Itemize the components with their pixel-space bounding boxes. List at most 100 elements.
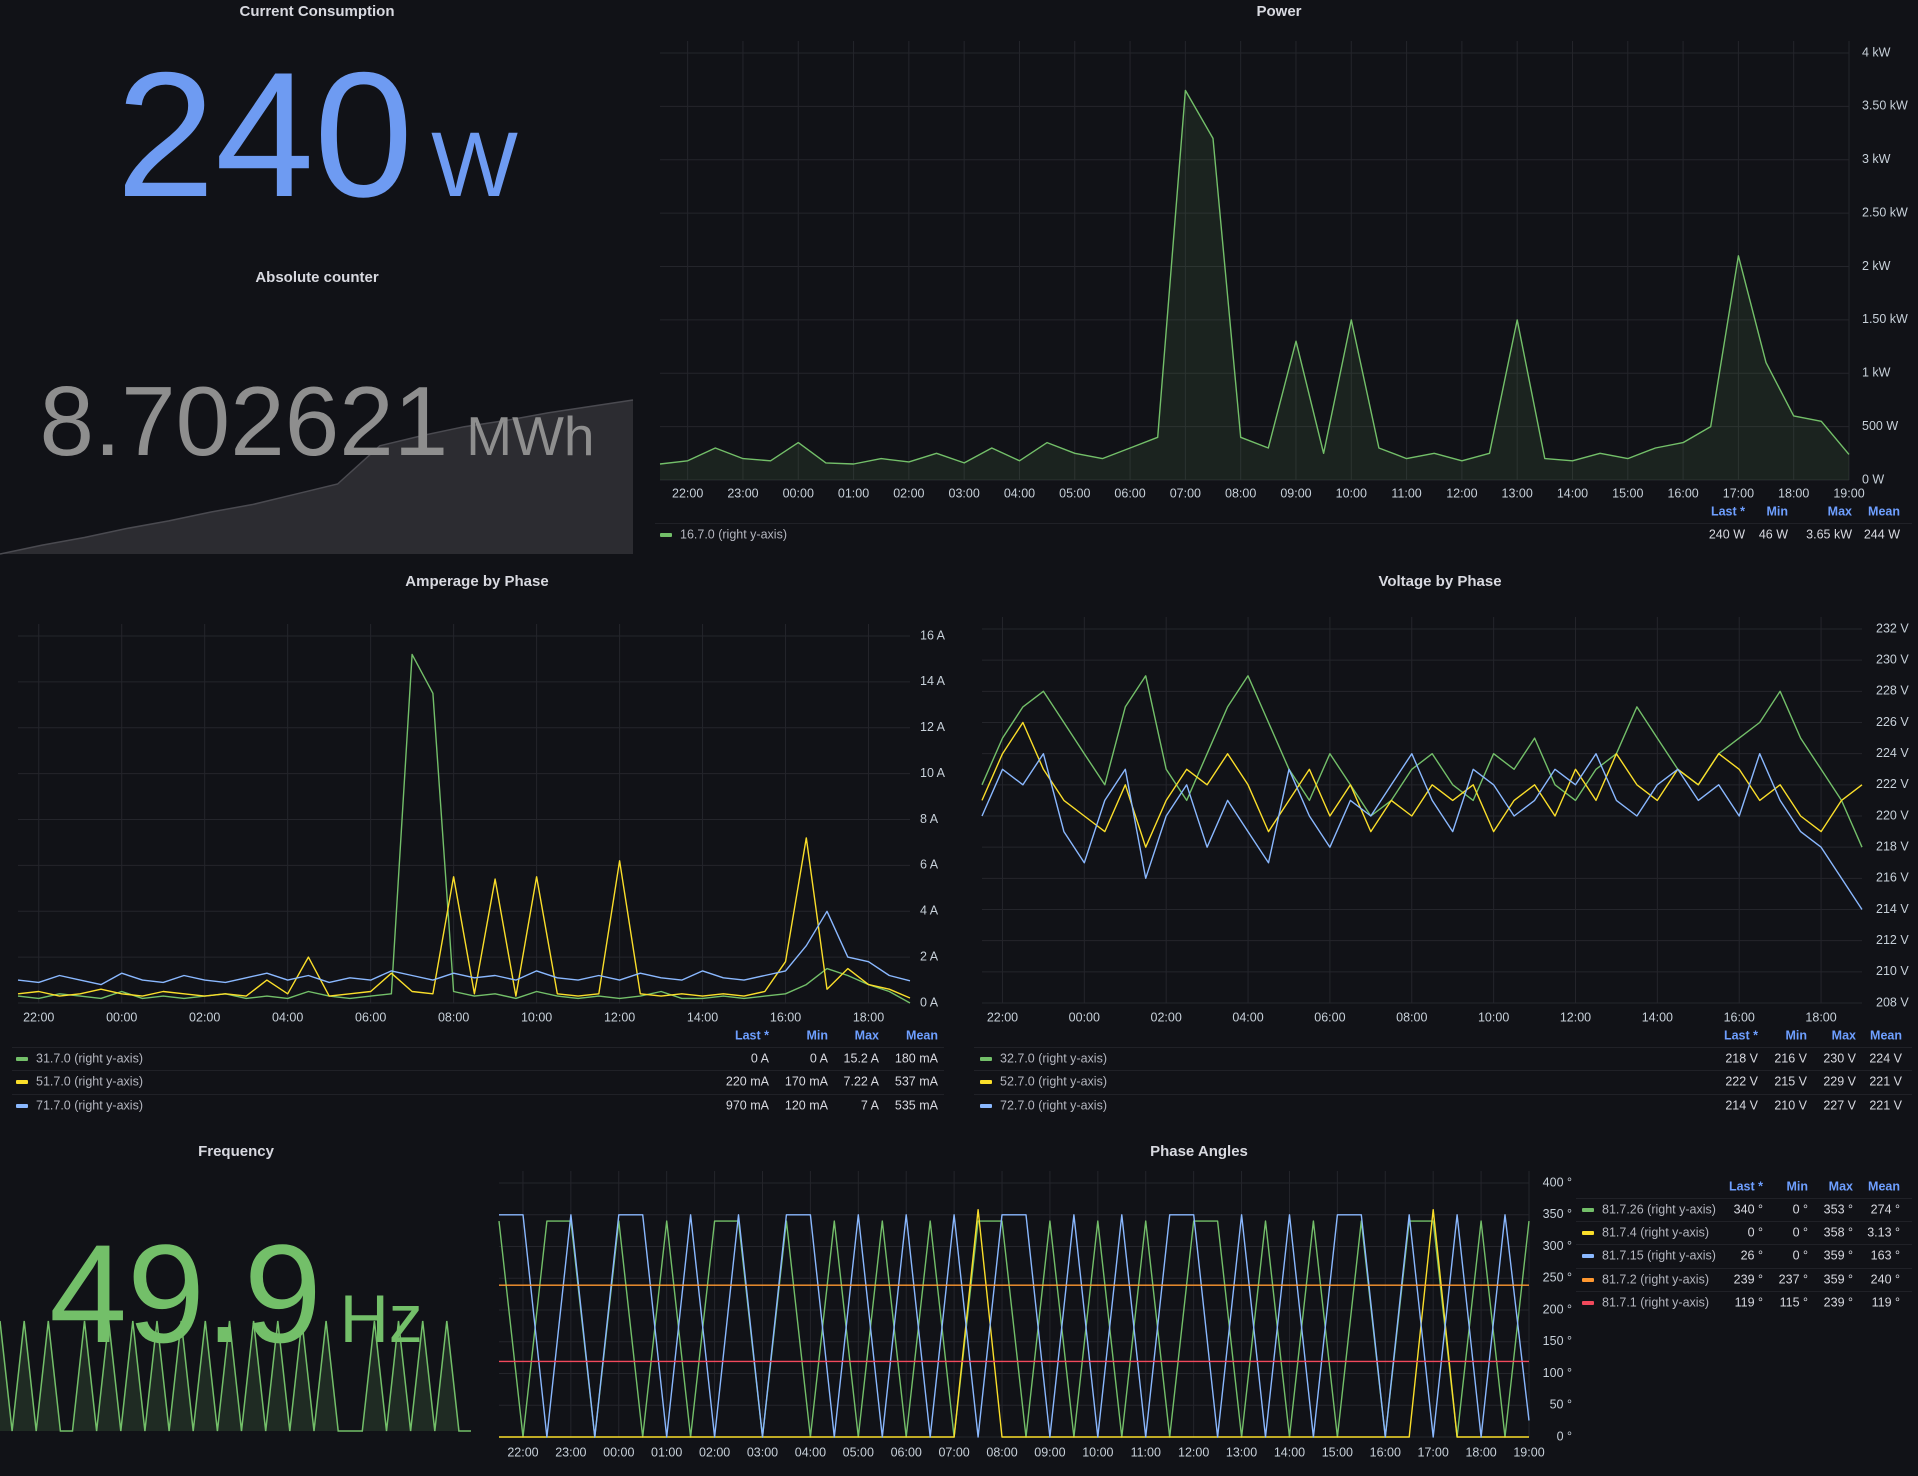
legend-header: Max: [1828, 504, 1852, 518]
legend-header: Min: [1785, 1028, 1807, 1042]
series-area: [660, 90, 1849, 481]
legend-swatch: [16, 1080, 28, 1084]
x-tick-label: 06:00: [891, 1445, 922, 1459]
legend-stat: 218 V: [1725, 1051, 1758, 1065]
legend-swatch: [16, 1104, 28, 1108]
y-tick-label: 4 A: [920, 904, 939, 918]
stat-unit: Hz: [340, 1281, 423, 1357]
stat-value: 49.9 Hz: [49, 1215, 423, 1372]
legend-stat: 274 °: [1871, 1202, 1900, 1216]
x-tick-label: 08:00: [986, 1445, 1017, 1459]
y-tick-label: 220 V: [1876, 808, 1909, 822]
series-line: [17, 837, 911, 999]
stat-value: 240 W: [116, 35, 518, 234]
legend-stat: 222 V: [1725, 1074, 1758, 1088]
legend-swatch: [1582, 1301, 1594, 1305]
legend-stat: 0 °: [1748, 1225, 1763, 1239]
x-tick-label: 02:00: [189, 1010, 220, 1024]
x-tick-label: 04:00: [1232, 1010, 1263, 1024]
legend-stat: 244 W: [1864, 527, 1900, 541]
legend-stat: 163 °: [1871, 1248, 1900, 1262]
x-tick-label: 02:00: [699, 1445, 730, 1459]
series-line: [17, 910, 911, 986]
x-tick-label: 23:00: [555, 1445, 586, 1459]
legend-name: 81.7.1 (right y-axis): [1602, 1295, 1709, 1309]
x-tick-label: 14:00: [687, 1010, 718, 1024]
legend-stat: 7 A: [861, 1098, 880, 1112]
legend-stat: 239 °: [1824, 1295, 1853, 1309]
legend-name: 71.7.0 (right y-axis): [36, 1098, 143, 1112]
x-tick-label: 11:00: [1391, 486, 1421, 500]
x-tick-label: 04:00: [272, 1010, 303, 1024]
x-tick-label: 10:00: [1336, 486, 1367, 500]
x-tick-label: 00:00: [603, 1445, 634, 1459]
legend-header: Mean: [906, 1028, 938, 1042]
legend-header: Max: [1832, 1028, 1856, 1042]
legend-stat: 340 °: [1734, 1202, 1763, 1216]
x-tick-label: 14:00: [1274, 1445, 1305, 1459]
legend-stat: 239 °: [1734, 1272, 1763, 1286]
legend-stat: 7.22 A: [844, 1074, 880, 1088]
y-tick-label: 250 °: [1543, 1271, 1572, 1285]
stat-number: 240: [116, 35, 413, 234]
x-tick-label: 18:00: [853, 1010, 884, 1024]
x-tick-label: 06:00: [1314, 1010, 1345, 1024]
legend-header: Last *: [1711, 504, 1745, 518]
panel-title: Phase Angles: [1150, 1143, 1248, 1160]
legend-header: Last *: [1729, 1179, 1763, 1193]
legend-swatch: [16, 1057, 28, 1061]
x-tick-label: 01:00: [838, 486, 869, 500]
series-line: [659, 89, 1850, 465]
legend-header: Max: [855, 1028, 879, 1042]
y-tick-label: 350 °: [1543, 1207, 1572, 1221]
legend-name: 52.7.0 (right y-axis): [1000, 1074, 1107, 1088]
x-tick-label: 16:00: [1724, 1010, 1755, 1024]
x-tick-label: 14:00: [1642, 1010, 1673, 1024]
x-tick-label: 18:00: [1805, 1010, 1836, 1024]
legend-header: Last *: [1724, 1028, 1758, 1042]
x-tick-label: 22:00: [23, 1010, 54, 1024]
legend-stat: 0 °: [1793, 1225, 1808, 1239]
x-tick-label: 17:00: [1723, 486, 1754, 500]
x-tick-label: 19:00: [1833, 486, 1864, 500]
x-tick-label: 13:00: [1226, 1445, 1257, 1459]
panel-title: Current Consumption: [240, 3, 395, 20]
legend-stat: 216 V: [1774, 1051, 1807, 1065]
x-tick-label: 22:00: [987, 1010, 1018, 1024]
y-tick-label: 200 °: [1543, 1302, 1572, 1316]
legend-name: 81.7.26 (right y-axis): [1602, 1202, 1716, 1216]
x-tick-label: 19:00: [1513, 1445, 1544, 1459]
legend-name: 16.7.0 (right y-axis): [680, 527, 787, 541]
y-tick-label: 214 V: [1876, 902, 1909, 916]
x-tick-label: 10:00: [1478, 1010, 1509, 1024]
y-tick-label: 300 °: [1543, 1239, 1572, 1253]
y-tick-label: 6 A: [920, 858, 939, 872]
x-tick-label: 03:00: [949, 486, 980, 500]
legend-stat: 221 V: [1869, 1074, 1902, 1088]
legend-stat: 15.2 A: [844, 1051, 880, 1065]
legend-swatch: [1582, 1208, 1594, 1212]
y-tick-label: 230 V: [1876, 652, 1909, 666]
legend-stat: 0 A: [810, 1051, 829, 1065]
x-tick-label: 05:00: [843, 1445, 874, 1459]
legend-stat: 120 mA: [785, 1098, 829, 1112]
legend-name: 31.7.0 (right y-axis): [36, 1051, 143, 1065]
legend-header: Min: [806, 1028, 828, 1042]
x-tick-label: 06:00: [1114, 486, 1145, 500]
legend-name: 51.7.0 (right y-axis): [36, 1074, 143, 1088]
legend-swatch: [980, 1104, 992, 1108]
x-tick-label: 01:00: [651, 1445, 682, 1459]
y-tick-label: 232 V: [1876, 621, 1909, 635]
x-tick-label: 07:00: [938, 1445, 969, 1459]
y-tick-label: 10 A: [920, 766, 946, 780]
legend-swatch: [980, 1057, 992, 1061]
x-tick-label: 16:00: [770, 1010, 801, 1024]
legend-swatch: [1582, 1278, 1594, 1282]
stat-number: 49.9: [49, 1215, 321, 1372]
legend-stat: 0 A: [751, 1051, 770, 1065]
x-tick-label: 08:00: [1225, 486, 1256, 500]
x-tick-label: 14:00: [1557, 486, 1588, 500]
y-tick-label: 150 °: [1543, 1334, 1572, 1348]
legend-stat: 358 °: [1824, 1225, 1853, 1239]
